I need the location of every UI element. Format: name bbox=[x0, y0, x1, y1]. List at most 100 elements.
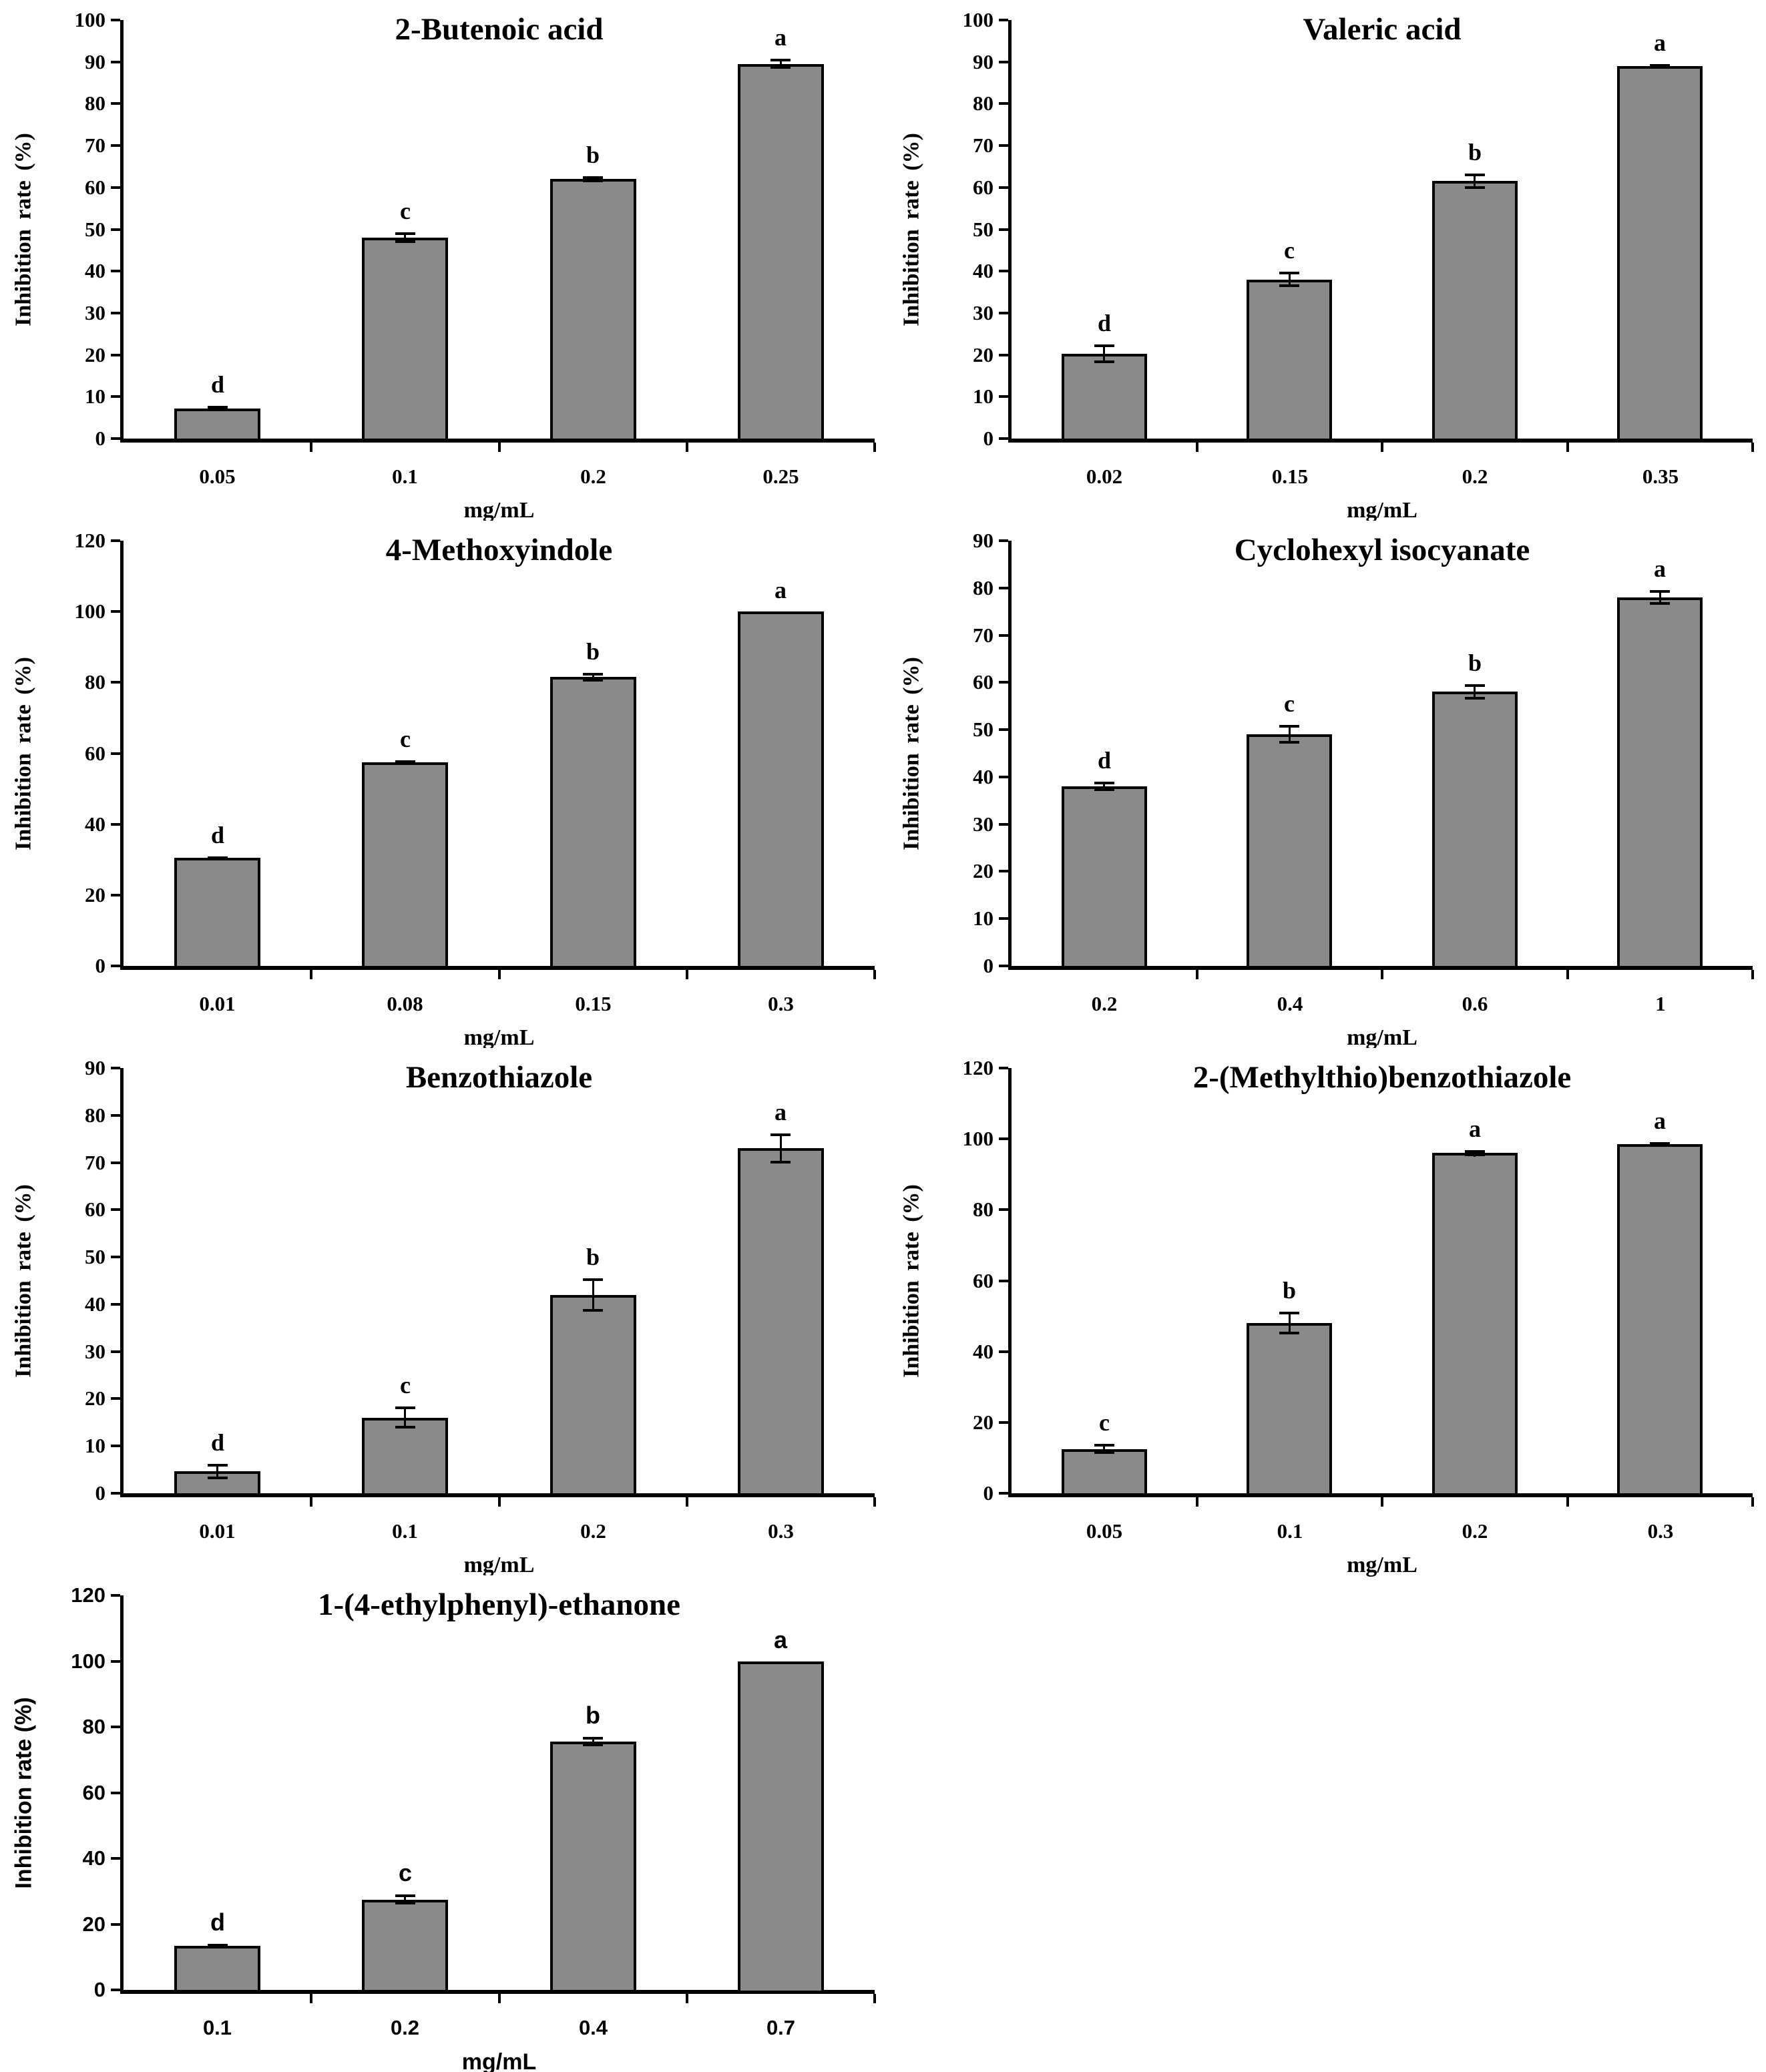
significance-letter: a bbox=[775, 577, 787, 603]
y-tick-mark bbox=[111, 102, 120, 105]
y-tick-label: 80 bbox=[85, 670, 105, 694]
x-axis-line bbox=[1008, 439, 1753, 443]
y-tick-label: 50 bbox=[85, 1245, 105, 1269]
chart-2-methylthio-benzothiazole: 2-(Methylthio)benzothiazole 0 20 40 60 80 100 1… bbox=[888, 1048, 1766, 1577]
y-tick-label: 60 bbox=[973, 1268, 994, 1292]
y-tick-label: 70 bbox=[85, 134, 105, 158]
y-tick-mark bbox=[111, 311, 120, 314]
error-bar-cap-bottom bbox=[1094, 788, 1114, 791]
y-tick-mark bbox=[111, 539, 120, 542]
y-tick-mark bbox=[111, 610, 120, 613]
error-bar-cap-bottom bbox=[1279, 741, 1299, 744]
y-tick-label: 40 bbox=[973, 764, 994, 788]
y-tick-label: 10 bbox=[85, 1434, 105, 1458]
y-tick-label: 80 bbox=[973, 91, 994, 115]
y-tick-label: 50 bbox=[85, 217, 105, 241]
y-tick-label: 70 bbox=[973, 623, 994, 647]
significance-letter: d bbox=[1097, 310, 1112, 336]
y-tick-mark bbox=[111, 1350, 120, 1353]
error-bar-cap-bottom bbox=[1094, 360, 1114, 363]
bar bbox=[174, 1946, 260, 1993]
y-tick-label: 30 bbox=[973, 300, 994, 324]
x-tick-mark bbox=[1381, 443, 1383, 452]
error-bar-cap-bottom bbox=[208, 1945, 228, 1947]
error-bar-line bbox=[404, 1406, 406, 1429]
error-bar-cap-top bbox=[583, 176, 603, 179]
chart-title: 1-(4-ethylphenyl)-ethanone bbox=[317, 1587, 681, 1622]
y-tick-mark bbox=[999, 728, 1008, 732]
y-tick-label: 30 bbox=[85, 300, 105, 324]
y-tick-label: 40 bbox=[973, 259, 994, 283]
error-bar-cap-top bbox=[1465, 1150, 1485, 1153]
y-tick-label: 60 bbox=[973, 670, 994, 694]
chart-title: 2-Butenoic acid bbox=[395, 12, 604, 47]
y-tick-mark bbox=[999, 681, 1008, 684]
y-tick-label: 120 bbox=[962, 1056, 994, 1079]
y-tick-mark bbox=[999, 102, 1008, 105]
chart-title: Benzothiazole bbox=[405, 1060, 593, 1095]
significance-letter: a bbox=[1654, 29, 1666, 56]
y-tick-mark bbox=[111, 1161, 120, 1164]
y-tick-label: 0 bbox=[93, 1978, 105, 2001]
bar bbox=[1617, 597, 1703, 969]
x-tick-mark bbox=[685, 970, 688, 979]
error-bar-line bbox=[592, 1737, 594, 1746]
y-tick-mark bbox=[111, 1397, 120, 1400]
y-tick-mark bbox=[999, 539, 1008, 542]
chart-benzothiazole: Benzothiazole 0 10 20 30 40 50 60 70 80 90 d 0.01 c 0.… bbox=[0, 1048, 888, 1577]
error-bar-cap-bottom bbox=[770, 66, 791, 69]
chart-title: Cyclohexyl isocyanate bbox=[1234, 533, 1530, 567]
y-tick-mark bbox=[999, 586, 1008, 589]
y-tick-label: 80 bbox=[85, 1103, 105, 1127]
bar bbox=[550, 179, 636, 441]
error-bar-line bbox=[592, 673, 594, 682]
y-tick-mark bbox=[999, 1067, 1008, 1069]
y-tick-mark bbox=[111, 228, 120, 231]
chart-valeric-acid: Valeric acid 0 10 20 30 40 50 60 70 80 90 100 d 0.02 c… bbox=[888, 0, 1766, 523]
error-bar-cap-top bbox=[770, 59, 791, 61]
x-axis-title: mg/mL bbox=[463, 1025, 535, 1050]
y-tick-label: 40 bbox=[85, 1292, 105, 1316]
bar bbox=[362, 238, 448, 441]
y-tick-label: 60 bbox=[85, 175, 105, 199]
y-axis-line bbox=[120, 1595, 124, 1993]
y-tick-mark bbox=[111, 1208, 120, 1212]
y-tick-mark bbox=[999, 19, 1008, 21]
bar bbox=[738, 611, 824, 969]
significance-letter: b bbox=[586, 638, 600, 665]
bar bbox=[550, 677, 636, 969]
significance-letter: b bbox=[586, 1702, 600, 1729]
error-bar-line bbox=[780, 1133, 782, 1163]
error-bar-cap-bottom bbox=[583, 679, 603, 682]
y-tick-mark bbox=[999, 395, 1008, 399]
x-tick-mark bbox=[1195, 970, 1198, 979]
error-bar-cap-bottom bbox=[395, 761, 415, 764]
x-tick-mark bbox=[1381, 1497, 1383, 1507]
bar bbox=[1432, 1153, 1518, 1496]
y-tick-mark bbox=[111, 395, 120, 399]
error-bar-cap-top bbox=[1279, 1312, 1299, 1314]
error-bar-line bbox=[1474, 684, 1476, 700]
error-bar-cap-bottom bbox=[1650, 602, 1670, 605]
x-tick-label: 0.35 bbox=[1642, 465, 1679, 488]
y-axis-title: Inhibition rate (%) bbox=[899, 133, 924, 326]
x-tick-mark bbox=[310, 443, 313, 452]
y-tick-label: 90 bbox=[85, 49, 105, 73]
x-axis-title: mg/mL bbox=[1347, 498, 1417, 523]
x-axis-title: mg/mL bbox=[1347, 1553, 1417, 1577]
error-bar-line bbox=[1289, 1312, 1291, 1334]
y-tick-mark bbox=[111, 60, 120, 63]
error-bar-line bbox=[1289, 272, 1291, 287]
error-bar-cap-top bbox=[1279, 725, 1299, 728]
error-bar-cap-top bbox=[395, 1406, 415, 1409]
error-bar-cap-bottom bbox=[395, 1426, 415, 1429]
error-bar-line bbox=[1289, 725, 1291, 744]
x-tick-mark bbox=[1751, 1497, 1754, 1507]
bar bbox=[550, 1295, 636, 1496]
significance-letter: a bbox=[1469, 1115, 1481, 1142]
error-bar-cap-bottom bbox=[395, 240, 415, 243]
y-tick-label: 0 bbox=[95, 1481, 106, 1505]
y-tick-mark bbox=[111, 1594, 120, 1597]
error-bar-cap-bottom bbox=[583, 1309, 603, 1312]
x-tick-label: 0.2 bbox=[580, 465, 606, 488]
